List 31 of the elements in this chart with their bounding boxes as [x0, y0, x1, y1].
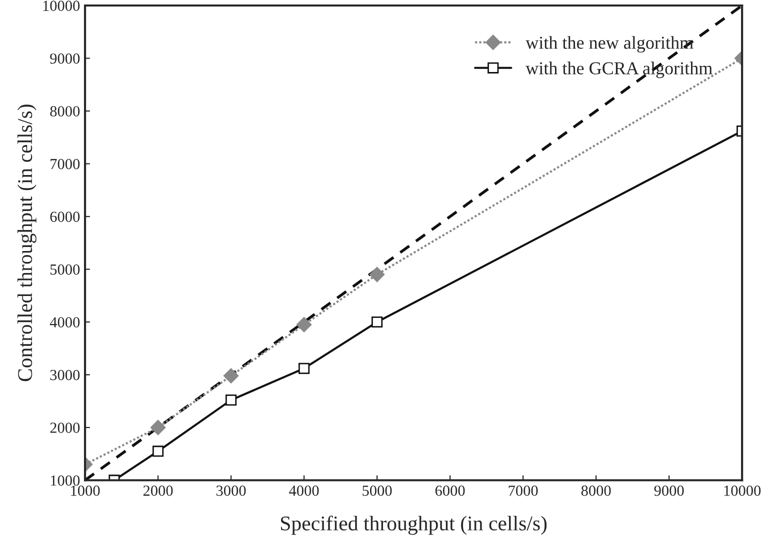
x-tick-label: 2000: [143, 486, 173, 496]
y-tick-label: 5000: [50, 264, 80, 275]
y-tick-label: 1000: [50, 475, 80, 486]
y-tick-label: 8000: [50, 106, 80, 116]
x-tick-label: 4000: [289, 486, 319, 496]
point: [296, 317, 312, 332]
y-tick-label: 4000: [50, 317, 80, 328]
x-tick-label: 5000: [362, 486, 392, 496]
point: [371, 316, 383, 328]
x-tick-label: 9000: [654, 486, 684, 496]
y-tick-label: 9000: [50, 53, 80, 64]
point: [298, 362, 310, 374]
point: [225, 394, 237, 406]
y-tick-label: 3000: [50, 370, 80, 380]
point: [150, 420, 166, 436]
y-axis-title: Controlled throughput (in cells/s): [17, 104, 36, 382]
y-tick-label: 7000: [50, 158, 80, 170]
y-tick-label: 2000: [50, 422, 80, 433]
x-tick-label: 8000: [581, 486, 611, 496]
point: [152, 446, 164, 457]
y-tick-label: 10000: [43, 0, 80, 11]
x-tick-label: 6000: [435, 486, 465, 496]
x-axis-title: Specified throughput (in cells/s): [281, 516, 547, 535]
point: [223, 368, 239, 384]
x-tick-label: 7000: [508, 486, 538, 496]
y-tick-label: 6000: [50, 212, 80, 222]
x-tick-label: 1000: [71, 486, 100, 496]
x-tick-label: 3000: [216, 486, 246, 496]
point: [369, 266, 385, 282]
legend-label: with the GCRA algorithm: [526, 62, 712, 78]
x-tick-label: 10000: [724, 486, 761, 496]
